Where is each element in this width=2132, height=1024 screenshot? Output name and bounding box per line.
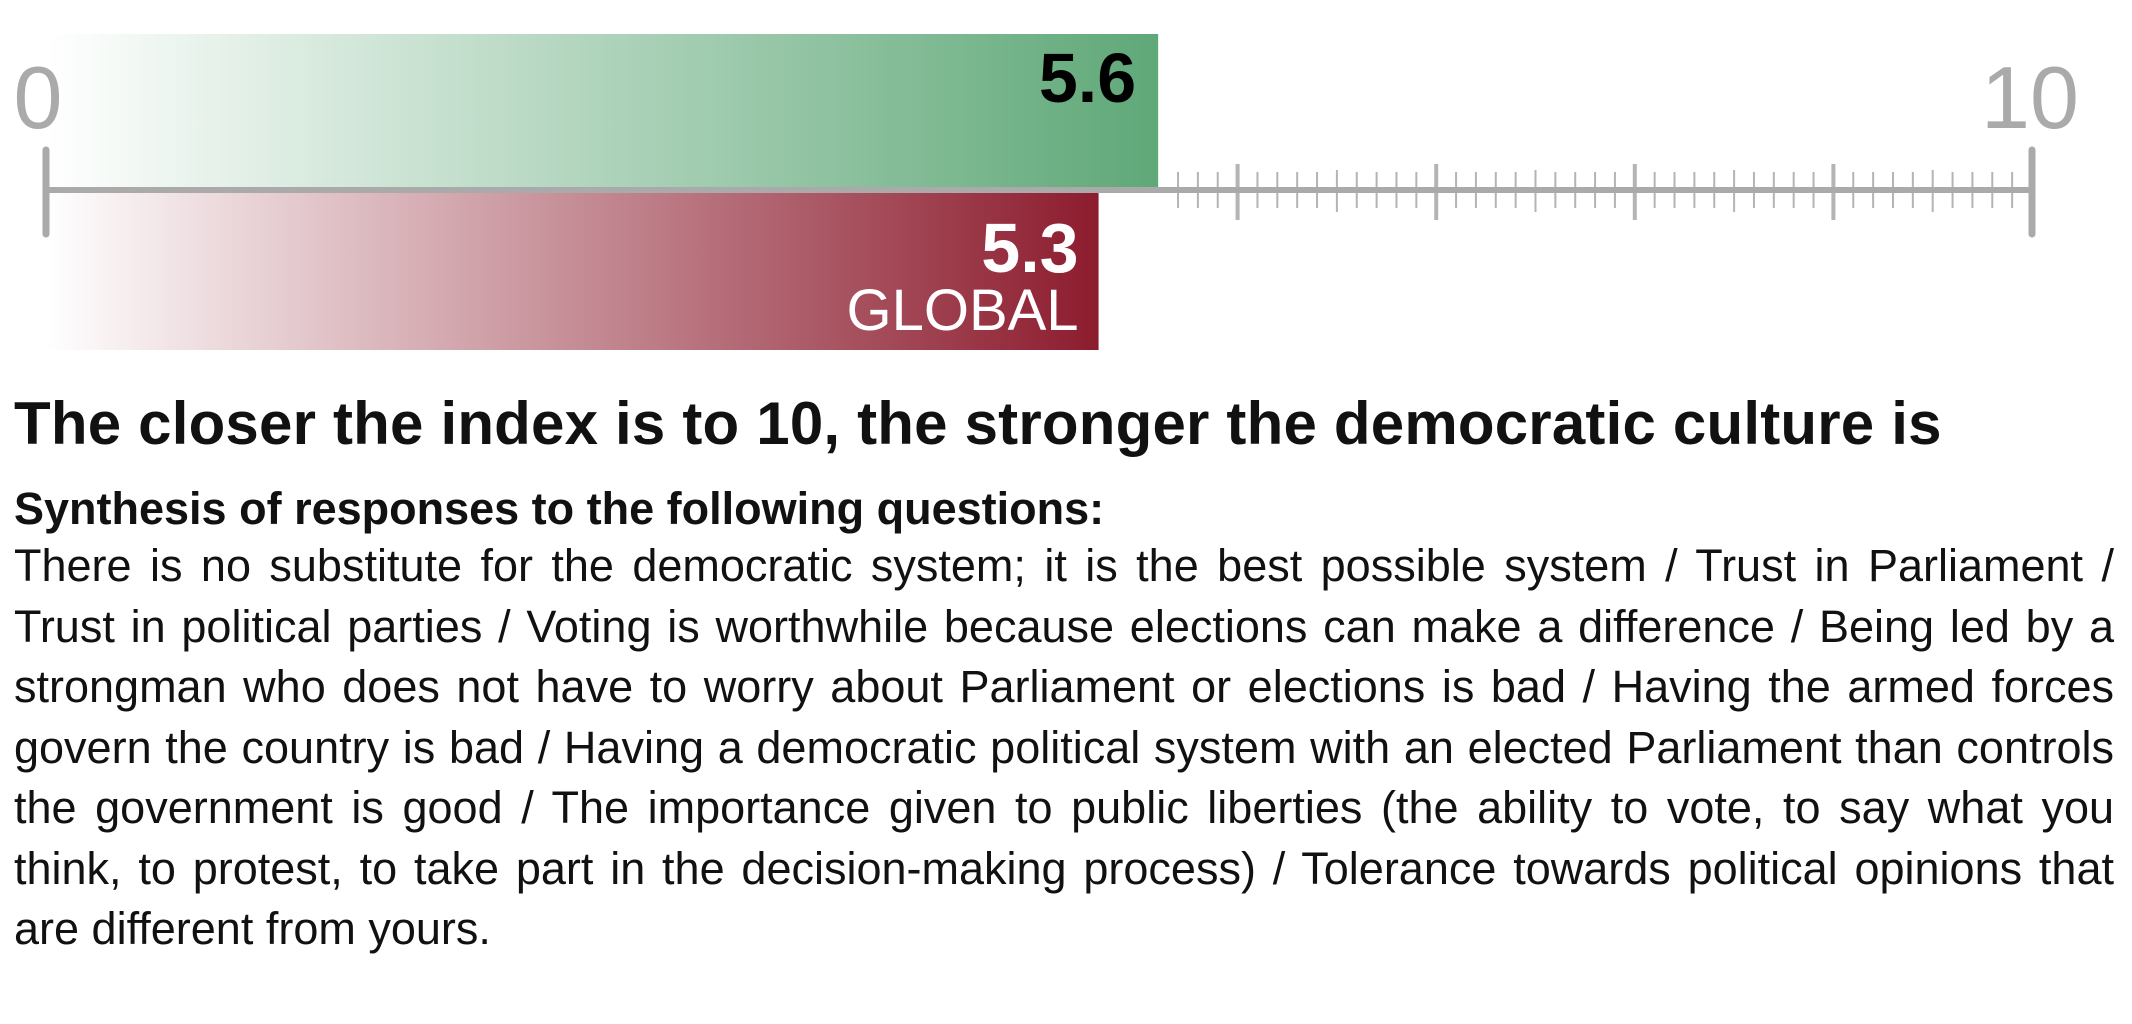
subheading: Synthesis of responses to the following … (14, 483, 1105, 534)
series-name-global: GLOBAL (846, 278, 1078, 343)
value-label-country: 5.6 (1039, 39, 1136, 117)
value-label-global: 5.3 (981, 209, 1078, 287)
bar-country (46, 34, 1159, 193)
question-list: There is no substitute for the democrati… (14, 540, 2114, 954)
scale-min-label: 0 (14, 48, 63, 147)
scale-max-label: 10 (1981, 48, 2079, 147)
headline: The closer the index is to 10, the stron… (14, 390, 1942, 457)
index-gauge: 0 10 5.6 5.3 GLOBAL (14, 34, 2079, 350)
bar-global (46, 193, 1099, 350)
